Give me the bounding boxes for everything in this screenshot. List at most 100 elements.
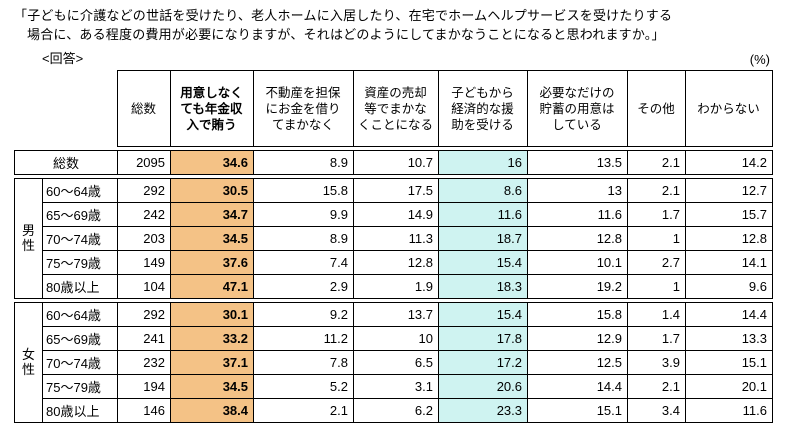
cell-savings: 14.4: [527, 374, 628, 399]
col-header-savings: 必要なだけの 貯蓄の用意は している: [526, 70, 628, 147]
cell-other: 3.4: [627, 398, 686, 423]
cell-dont-know: 12.7: [685, 178, 773, 203]
header-spacer: [14, 71, 117, 147]
percent-unit-label: (%): [749, 52, 770, 67]
row-label-total: 総数: [14, 150, 118, 175]
cell-asset-sale: 10: [353, 326, 439, 351]
cell-pension: 37.1: [170, 350, 254, 375]
cell-child-support: 8.6: [438, 178, 528, 203]
cell-total-count: 2095: [117, 150, 171, 175]
age-label: 80歳以上: [42, 398, 118, 423]
cell-other: 2.1: [627, 374, 686, 399]
col-header-other: その他: [626, 70, 686, 147]
group-label-text: 女性: [22, 346, 36, 377]
cell-total-count: 292: [117, 178, 171, 203]
cell-mortgage: 8.9: [253, 226, 354, 251]
cell-child-support: 17.2: [438, 350, 528, 375]
cell-other: 1.7: [627, 202, 686, 227]
table-row: 70〜74歳 232 37.1 7.8 6.5 17.2 12.5 3.9 15…: [15, 350, 773, 375]
col-header-child-support: 子どもから 経済的な援 助を受ける: [437, 70, 528, 147]
cell-savings: 12.9: [527, 326, 628, 351]
cell-asset-sale: 13.7: [353, 302, 439, 327]
cell-pension: 34.5: [170, 374, 254, 399]
cell-dont-know: 11.6: [685, 398, 773, 423]
cell-other: 1: [627, 274, 686, 299]
cell-total-count: 104: [117, 274, 171, 299]
cell-child-support: 20.6: [438, 374, 528, 399]
cell-total-count: 232: [117, 350, 171, 375]
age-label: 75〜79歳: [42, 374, 118, 399]
cell-child-support: 23.3: [438, 398, 528, 423]
cell-mortgage: 15.8: [253, 178, 354, 203]
cell-total-count: 149: [117, 250, 171, 275]
cell-child-support: 18.3: [438, 274, 528, 299]
cell-savings: 10.1: [527, 250, 628, 275]
cell-dont-know: 12.8: [685, 226, 773, 251]
table-row: 75〜79歳 194 34.5 5.2 3.1 20.6 14.4 2.1 20…: [15, 374, 773, 399]
age-label: 70〜74歳: [42, 350, 118, 375]
age-label: 70〜74歳: [42, 226, 118, 251]
cell-savings: 12.8: [527, 226, 628, 251]
cell-other: 2.1: [627, 178, 686, 203]
table-row: 80歳以上 104 47.1 2.9 1.9 18.3 19.2 1 9.6: [15, 274, 773, 299]
group-label-male: 男性: [14, 178, 43, 299]
cell-dont-know: 15.1: [685, 350, 773, 375]
header-row: 総数 用意しなく ても年金収 入で賄う 不動産を担保 にお金を借り てまかなく …: [14, 70, 773, 147]
cell-mortgage: 5.2: [253, 374, 354, 399]
cell-asset-sale: 10.7: [353, 150, 439, 175]
cell-asset-sale: 14.9: [353, 202, 439, 227]
cell-mortgage: 9.9: [253, 202, 354, 227]
table-row: 65〜69歳 242 34.7 9.9 14.9 11.6 11.6 1.7 1…: [15, 202, 773, 227]
age-label: 75〜79歳: [42, 250, 118, 275]
cell-other: 1.4: [627, 302, 686, 327]
cell-pension: 34.7: [170, 202, 254, 227]
age-label: 60〜64歳: [42, 302, 118, 327]
cell-total-count: 292: [117, 302, 171, 327]
table-row: 80歳以上 146 38.4 2.1 6.2 23.3 15.1 3.4 11.…: [15, 398, 773, 423]
col-header-total-count: 総数: [116, 70, 171, 147]
cell-total-count: 203: [117, 226, 171, 251]
answer-label: <回答>: [42, 51, 84, 66]
cell-savings: 15.8: [527, 302, 628, 327]
question-line-1: 「子どもに介護などの世話を受けたり、老人ホームに入居したり、在宅でホームヘルプサ…: [14, 8, 673, 23]
cell-pension: 47.1: [170, 274, 254, 299]
question-text: 「子どもに介護などの世話を受けたり、老人ホームに入居したり、在宅でホームヘルプサ…: [14, 6, 800, 44]
cell-other: 2.1: [627, 150, 686, 175]
cell-dont-know: 14.4: [685, 302, 773, 327]
cell-mortgage: 2.1: [253, 398, 354, 423]
cell-savings: 19.2: [527, 274, 628, 299]
cell-savings: 13.5: [527, 150, 628, 175]
age-label: 65〜69歳: [42, 202, 118, 227]
cell-pension: 33.2: [170, 326, 254, 351]
cell-dont-know: 13.3: [685, 326, 773, 351]
cell-asset-sale: 12.8: [353, 250, 439, 275]
cell-total-count: 146: [117, 398, 171, 423]
cell-total-count: 241: [117, 326, 171, 351]
cell-asset-sale: 17.5: [353, 178, 439, 203]
results-table-male: 男性 60〜64歳 292 30.5 15.8 17.5 8.6 13 2.1 …: [14, 178, 773, 299]
cell-mortgage: 11.2: [253, 326, 354, 351]
cell-savings: 15.1: [527, 398, 628, 423]
cell-dont-know: 20.1: [685, 374, 773, 399]
cell-mortgage: 2.9: [253, 274, 354, 299]
cell-child-support: 15.4: [438, 250, 528, 275]
group-label-female: 女性: [14, 302, 43, 423]
cell-asset-sale: 1.9: [353, 274, 439, 299]
cell-dont-know: 9.6: [685, 274, 773, 299]
col-header-asset-sale: 資産の売却 等でまかな くことになる: [352, 70, 439, 147]
results-table-total: 総数 2095 34.6 8.9 10.7 16 13.5 2.1 14.2: [14, 150, 773, 175]
cell-asset-sale: 6.2: [353, 398, 439, 423]
age-label: 60〜64歳: [42, 178, 118, 203]
cell-asset-sale: 11.3: [353, 226, 439, 251]
table-meta-row: <回答> (%): [14, 49, 772, 67]
cell-other: 1: [627, 226, 686, 251]
col-header-dont-know: わからない: [684, 70, 773, 147]
cell-pension: 30.1: [170, 302, 254, 327]
cell-asset-sale: 6.5: [353, 350, 439, 375]
age-label: 80歳以上: [42, 274, 118, 299]
table-row: 男性 60〜64歳 292 30.5 15.8 17.5 8.6 13 2.1 …: [14, 178, 773, 299]
cell-pension: 34.6: [170, 150, 254, 175]
cell-mortgage: 9.2: [253, 302, 354, 327]
question-line-2: 場合に、ある程度の費用が必要になりますが、それはどのようにしてまかなうことになる…: [27, 27, 665, 42]
cell-other: 1.7: [627, 326, 686, 351]
